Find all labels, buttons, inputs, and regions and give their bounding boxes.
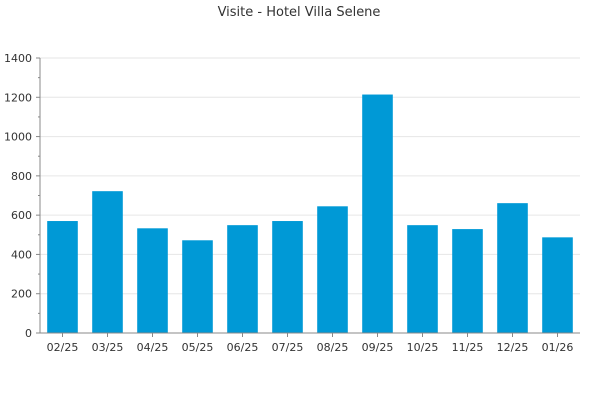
bar-11-25 (452, 229, 483, 333)
bar-03-25 (92, 191, 123, 333)
x-tick-label: 07/25 (272, 341, 304, 354)
x-tick-label: 08/25 (317, 341, 349, 354)
tick-labels: 0 200 400 600 800 1000 1200 1400 02/25 03/25 04/25… (4, 52, 573, 354)
x-tick-label: 04/25 (137, 341, 169, 354)
y-tick-label: 1400 (4, 52, 32, 65)
y-tick-label: 800 (11, 170, 32, 183)
y-tick-label: 1200 (4, 91, 32, 104)
x-tick-label: 12/25 (497, 341, 529, 354)
bar-12-25 (497, 203, 528, 333)
x-tick-label: 01/26 (542, 341, 574, 354)
y-tick-label: 1000 (4, 131, 32, 144)
bar-10-25 (407, 225, 438, 333)
y-tick-label: 200 (11, 288, 32, 301)
x-tick-label: 02/25 (47, 341, 79, 354)
chart-title: Visite - Hotel Villa Selene (218, 5, 381, 20)
x-tick-label: 09/25 (362, 341, 394, 354)
x-tick-label: 11/25 (452, 341, 484, 354)
bar-08-25 (317, 206, 348, 333)
bars (47, 94, 573, 334)
bar-07-25 (272, 221, 303, 333)
bar-01-26 (542, 237, 573, 333)
x-tick-label: 05/25 (182, 341, 214, 354)
x-tick-label: 03/25 (92, 341, 124, 354)
y-tick-label: 0 (25, 327, 32, 340)
y-tick-label: 600 (11, 209, 32, 222)
axes (36, 57, 580, 337)
x-tick-label: 06/25 (227, 341, 259, 354)
bar-04-25 (137, 228, 168, 333)
bar-06-25 (227, 225, 258, 333)
bar-09-25 (362, 94, 393, 334)
gridlines (40, 57, 580, 295)
bar-02-25 (47, 221, 78, 333)
y-tick-label: 400 (11, 248, 32, 261)
bar-05-25 (182, 240, 213, 333)
x-tick-label: 10/25 (407, 341, 439, 354)
